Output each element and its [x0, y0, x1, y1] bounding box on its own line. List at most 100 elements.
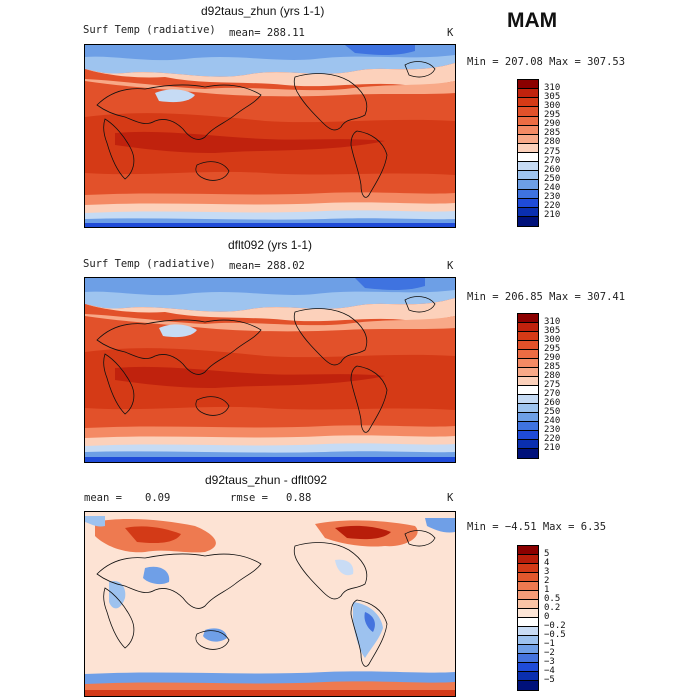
colorbar-tick-label: 270: [544, 155, 561, 166]
panel3-map-plot: [85, 512, 455, 696]
colorbar-cell: [518, 555, 538, 564]
colorbar-tick-label: 275: [544, 379, 561, 390]
panel2-mean: mean= 288.02: [229, 260, 305, 272]
panel3-units: K: [447, 492, 454, 504]
colorbar-tick-label: −0.2: [544, 620, 566, 631]
colorbar-tick-label: 280: [544, 137, 561, 148]
colorbar-cell: [518, 627, 538, 636]
colorbar-tick-label: −0.5: [544, 629, 566, 640]
colorbar-cell: [518, 618, 538, 627]
panel1-title: d92taus_zhun (yrs 1-1): [201, 4, 325, 18]
colorbar-tick-label: 290: [544, 119, 561, 130]
panel1-colorbar: [517, 79, 539, 227]
colorbar-tick-label: 0: [544, 611, 550, 622]
colorbar-cell: [518, 162, 538, 172]
colorbar-tick-label: 285: [544, 361, 561, 372]
colorbar-cell: [518, 107, 538, 117]
colorbar-tick-label: −1: [544, 638, 555, 649]
colorbar-tick-label: 270: [544, 388, 561, 399]
colorbar-cell: [518, 198, 538, 208]
colorbar-cell: [518, 125, 538, 135]
colorbar-cell: [518, 368, 538, 377]
colorbar-tick-label: −3: [544, 656, 555, 667]
panel1-mean: mean= 288.11: [229, 27, 305, 39]
colorbar-tick-label: 230: [544, 192, 561, 203]
colorbar-cell: [518, 600, 538, 609]
panel2-units: K: [447, 260, 454, 272]
colorbar-cell: [518, 207, 538, 217]
panel2-min-max: Min = 206.85 Max = 307.41: [467, 291, 626, 303]
colorbar-cell: [518, 654, 538, 663]
colorbar-cell: [518, 216, 538, 226]
panel1-units: K: [447, 27, 454, 39]
colorbar-cell: [518, 80, 538, 90]
colorbar-cell: [518, 314, 538, 323]
colorbar-tick-label: 295: [544, 110, 561, 120]
colorbar-cell: [518, 440, 538, 449]
colorbar-cell: [518, 359, 538, 368]
colorbar-tick-label: 220: [544, 433, 561, 444]
colorbar-tick-label: 240: [544, 415, 561, 426]
panel2-colorbar: [517, 313, 539, 459]
season-label: MAM: [507, 9, 558, 32]
panel1-map-plot: [85, 45, 455, 227]
colorbar-cell: [518, 663, 538, 672]
colorbar-cell: [518, 546, 538, 555]
panel3-colorbar: [517, 545, 539, 691]
colorbar-cell: [518, 609, 538, 618]
panel2-map-plot: [85, 278, 455, 462]
panel1-min-max: Min = 207.08 Max = 307.53: [467, 56, 626, 68]
colorbar-tick-label: 310: [544, 82, 561, 93]
colorbar-tick-label: 230: [544, 424, 561, 435]
colorbar-tick-label: 0.2: [544, 602, 561, 613]
panel1-variable-label: Surf Temp (radiative): [83, 24, 216, 36]
colorbar-cell: [518, 134, 538, 144]
colorbar-cell: [518, 377, 538, 386]
colorbar-cell: [518, 180, 538, 190]
colorbar-tick-label: 210: [544, 210, 561, 221]
colorbar-cell: [518, 449, 538, 458]
panel3-title: d92taus_zhun - dflt092: [205, 473, 328, 487]
colorbar-tick-label: −4: [544, 665, 555, 676]
panel3-mean-value: 0.09: [145, 492, 171, 504]
colorbar-cell: [518, 116, 538, 126]
panel2-map: [84, 277, 456, 463]
panel3-rmse-word: rmse =: [230, 492, 268, 504]
panel2-title: dflt092 (yrs 1-1): [228, 238, 313, 252]
colorbar-cell: [518, 89, 538, 99]
colorbar-cell: [518, 395, 538, 404]
colorbar-cell: [518, 386, 538, 395]
colorbar-cell: [518, 672, 538, 681]
panel3-map: [84, 511, 456, 697]
panel2-variable-label: Surf Temp (radiative): [83, 258, 216, 270]
colorbar-tick-label: 0.5: [544, 593, 561, 604]
colorbar-cell: [518, 171, 538, 181]
colorbar-tick-label: 305: [544, 325, 561, 336]
colorbar-tick-label: 300: [544, 334, 561, 345]
colorbar-cell: [518, 323, 538, 332]
colorbar-tick-label: 260: [544, 397, 561, 408]
colorbar-cell: [518, 645, 538, 654]
colorbar-tick-label: 240: [544, 183, 561, 193]
colorbar-cell: [518, 681, 538, 690]
colorbar-tick-label: 295: [544, 343, 561, 354]
colorbar-tick-label: 285: [544, 128, 561, 139]
panel1-map: [84, 44, 456, 228]
colorbar-tick-label: 210: [544, 442, 561, 453]
panel3-rmse-value: 0.88: [286, 492, 312, 504]
colorbar-tick-label: 290: [544, 352, 561, 363]
colorbar-tick-label: −5: [544, 674, 555, 685]
colorbar-tick-label: 305: [544, 91, 561, 102]
colorbar-cell: [518, 591, 538, 600]
colorbar-tick-label: 250: [544, 173, 561, 184]
colorbar-cell: [518, 422, 538, 431]
colorbar-cell: [518, 98, 538, 108]
colorbar-cell: [518, 153, 538, 163]
colorbar-tick-label: 250: [544, 406, 561, 417]
colorbar-tick-label: 5: [544, 548, 550, 559]
colorbar-tick-label: 4: [544, 557, 550, 568]
colorbar-tick-label: 280: [544, 370, 561, 381]
colorbar-tick-label: 300: [544, 100, 561, 111]
panel3-mean-word: mean =: [84, 492, 122, 504]
colorbar-tick-label: 310: [544, 316, 561, 327]
